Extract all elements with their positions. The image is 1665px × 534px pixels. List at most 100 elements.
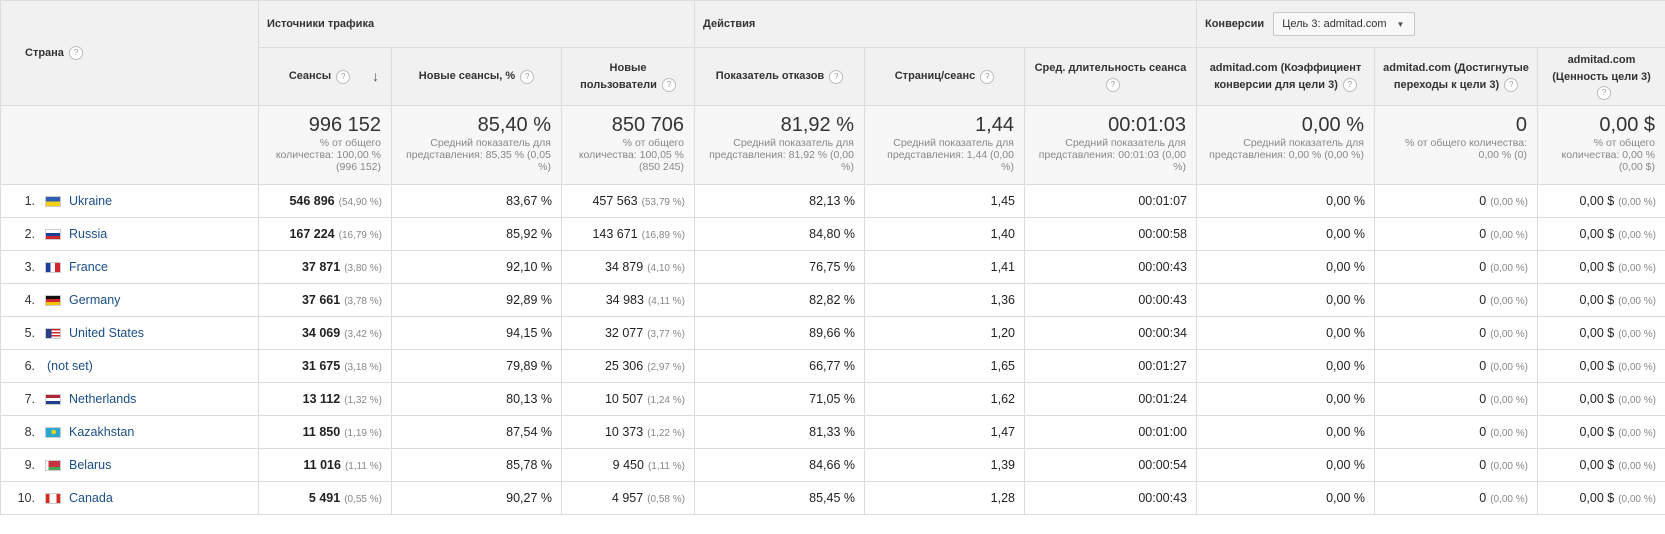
- country-link[interactable]: Russia: [69, 227, 108, 241]
- table-row[interactable]: 1. Ukraine 546 896 (54,90 %) 83,67 % 457 5…: [0, 184, 1665, 218]
- help-icon[interactable]: ?: [520, 69, 535, 84]
- table-row[interactable]: 8. Kazakhstan 11 850 (1,19 %) 87,54 % 10 3…: [0, 415, 1665, 449]
- sessions-cell: 11 016 (1,11 %): [258, 448, 392, 482]
- new-sessions-value: 80,13 %: [506, 392, 552, 406]
- new-users-value: 143 671: [592, 227, 638, 241]
- country-link[interactable]: Germany: [69, 293, 121, 307]
- country-cell: 1. Ukraine: [0, 184, 259, 218]
- conv-rate-cell: 0,00 %: [1196, 382, 1375, 416]
- pages-value: 1,47: [990, 425, 1015, 439]
- country-link[interactable]: Ukraine: [69, 194, 113, 208]
- duration-cell: 00:00:34: [1024, 316, 1197, 350]
- table-row[interactable]: 6. (not set) 31 675 (3,18 %) 79,89 % 25 30…: [0, 349, 1665, 383]
- table-row[interactable]: 4. Germany 37 661 (3,78 %) 92,89 % 34 983(…: [0, 283, 1665, 317]
- col-conv-rate[interactable]: admitad.com (Коэффициент конверсии для ц…: [1196, 47, 1375, 106]
- completions-cell: 0 (0,00 %): [1374, 217, 1538, 251]
- sessions-pct: (1,11 %): [344, 461, 382, 472]
- country-cell: 4. Germany: [0, 283, 259, 317]
- duration-value: 00:00:54: [1138, 458, 1187, 472]
- pages-value: 1,28: [990, 491, 1015, 505]
- dimension-header[interactable]: Страна?: [0, 0, 259, 106]
- sessions-pct: (3,42 %): [344, 329, 382, 340]
- col-new-users[interactable]: Новые пользователи?: [561, 47, 695, 106]
- conv-rate-value: 0,00 %: [1326, 359, 1365, 373]
- kazakhstan-flag-icon: [45, 427, 61, 439]
- belarus-flag-icon: [45, 460, 61, 472]
- country-link[interactable]: Netherlands: [69, 392, 137, 406]
- new-users-pct: (3,77 %): [647, 329, 685, 340]
- help-icon[interactable]: ?: [980, 69, 995, 84]
- help-icon[interactable]: ?: [336, 69, 351, 84]
- help-icon[interactable]: ?: [1106, 77, 1120, 92]
- col-new-sessions[interactable]: Новые сеансы, %?: [391, 47, 562, 106]
- value-cell: 0,00 $ (0,00 %): [1537, 283, 1665, 317]
- help-icon[interactable]: ?: [1504, 77, 1519, 92]
- table-row[interactable]: 7. Netherlands 13 112 (1,32 %) 80,13 % 10 …: [0, 382, 1665, 416]
- total-new-users: 850 706% от общего количества: 100,05 % …: [561, 105, 695, 185]
- goal-select[interactable]: Цель 3: admitad.com ▼: [1273, 12, 1416, 36]
- country-link[interactable]: France: [69, 260, 108, 274]
- col-completions[interactable]: admitad.com (Достигнутые переходы к цели…: [1374, 47, 1538, 106]
- completions-value: 0: [1479, 392, 1487, 406]
- help-icon[interactable]: ?: [661, 77, 676, 92]
- new-users-value: 34 879: [604, 260, 644, 274]
- caret-down-icon: ▼: [1396, 20, 1405, 29]
- new-users-cell: 34 879 (4,10 %): [561, 250, 695, 284]
- pages-cell: 1,28: [864, 481, 1025, 515]
- conv-rate-cell: 0,00 %: [1196, 415, 1375, 449]
- table-row[interactable]: 5. United States 34 069 (3,42 %) 94,15 % 3…: [0, 316, 1665, 350]
- col-duration[interactable]: Сред. длительность сеанса?: [1024, 47, 1197, 106]
- country-cell: 2. Russia: [0, 217, 259, 251]
- conv-rate-value: 0,00 %: [1326, 194, 1365, 208]
- table-row[interactable]: 10. Canada 5 491 (0,55 %) 90,27 % 4 957 (0,…: [0, 481, 1665, 515]
- table-row[interactable]: 3. France 37 871 (3,80 %) 92,10 % 34 879 (4…: [0, 250, 1665, 284]
- new-users-cell: 10 507 (1,24 %): [561, 382, 695, 416]
- help-icon[interactable]: ?: [1342, 77, 1357, 92]
- duration-cell: 00:00:43: [1024, 481, 1197, 515]
- new-users-value: 10 373: [604, 425, 644, 439]
- pages-cell: 1,65: [864, 349, 1025, 383]
- country-link[interactable]: Belarus: [69, 458, 112, 472]
- help-icon[interactable]: ?: [1597, 85, 1611, 100]
- bounce-value: 84,80 %: [809, 227, 855, 241]
- new-users-pct: (0,58 %): [647, 494, 685, 505]
- value-cell: 0,00 $ (0,00 %): [1537, 349, 1665, 383]
- bounce-cell: 81,33 %: [694, 415, 865, 449]
- col-pages[interactable]: Страниц/сеанс?: [864, 47, 1025, 106]
- duration-value: 00:00:43: [1138, 260, 1187, 274]
- completions-pct: (0,00 %): [1490, 197, 1528, 208]
- col-value[interactable]: admitad.com (Ценность цели 3)?: [1537, 47, 1665, 106]
- value-value: 0,00 $: [1579, 392, 1615, 406]
- sessions-value: 11 850: [302, 425, 341, 439]
- value-cell: 0,00 $ (0,00 %): [1537, 316, 1665, 350]
- new-sessions-value: 90,27 %: [506, 491, 552, 505]
- russia-flag-icon: [45, 229, 61, 241]
- country-link[interactable]: United States: [69, 326, 145, 340]
- help-icon[interactable]: ?: [829, 69, 844, 84]
- table-row[interactable]: 9. Belarus 11 016 (1,11 %) 85,78 % 9 450 (1…: [0, 448, 1665, 482]
- new-sessions-cell: 85,92 %: [391, 217, 562, 251]
- bounce-value: 82,82 %: [809, 293, 855, 307]
- total-pages: 1,44 Средний показатель для представления…: [864, 105, 1025, 185]
- canada-flag-icon: [45, 493, 61, 505]
- pages-cell: 1,45: [864, 184, 1025, 218]
- value-pct: (0,00 %): [1618, 395, 1656, 406]
- total-duration: 00:01:03 Средний показатель для представл…: [1024, 105, 1197, 185]
- new-sessions-cell: 92,10 %: [391, 250, 562, 284]
- country-link[interactable]: Kazakhstan: [69, 425, 135, 439]
- value-cell: 0,00 $ (0,00 %): [1537, 184, 1665, 218]
- col-bounce[interactable]: Показатель отказов?: [694, 47, 865, 106]
- table-row[interactable]: 2. Russia 167 224 (16,79 %) 85,92 % 143 67…: [0, 217, 1665, 251]
- total-completions: 0% от общего количества: 0,00 % (0): [1374, 105, 1538, 185]
- value-pct: (0,00 %): [1618, 362, 1656, 373]
- new-users-value: 32 077: [604, 326, 644, 340]
- help-icon[interactable]: ?: [68, 46, 83, 60]
- new-sessions-cell: 94,15 %: [391, 316, 562, 350]
- col-sessions[interactable]: ↓ Сеансы?: [258, 47, 392, 106]
- country-link[interactable]: Canada: [69, 491, 113, 505]
- totals-dimension-cell: [0, 105, 259, 185]
- pages-value: 1,20: [990, 326, 1015, 340]
- country-link[interactable]: (not set): [47, 359, 93, 373]
- row-number: 6.: [24, 359, 35, 373]
- completions-cell: 0 (0,00 %): [1374, 184, 1538, 218]
